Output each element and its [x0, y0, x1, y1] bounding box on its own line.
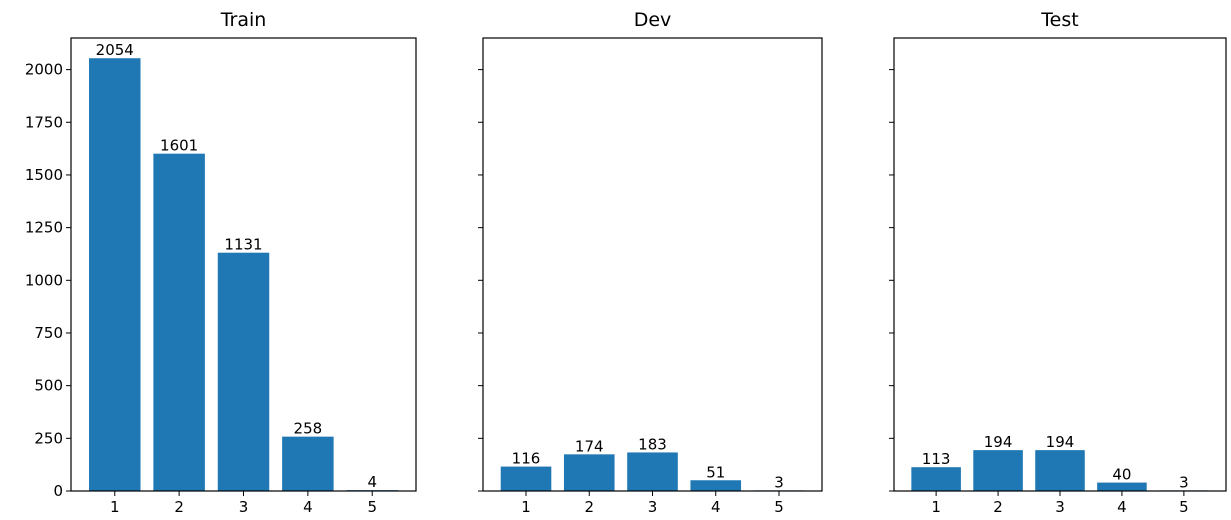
x-tick-label: 2 — [174, 498, 184, 516]
bar — [217, 252, 270, 491]
y-tick-label: 1750 — [25, 113, 63, 131]
bar — [973, 450, 1023, 491]
x-tick-label: 5 — [774, 498, 784, 516]
x-tick-label: 5 — [367, 498, 377, 516]
bar-value-label: 194 — [984, 433, 1013, 451]
y-tick-label: 1000 — [25, 271, 63, 289]
y-tick-label: 0 — [53, 482, 63, 500]
y-tick-label: 1250 — [25, 219, 63, 237]
bar — [911, 467, 961, 491]
panel-title-2: Test — [1040, 9, 1078, 31]
x-tick-label: 3 — [239, 498, 249, 516]
bar-value-label: 40 — [1112, 466, 1131, 484]
bar-value-label: 258 — [294, 420, 323, 438]
bar-value-label: 113 — [922, 450, 951, 468]
bar — [89, 58, 141, 491]
x-tick-label: 5 — [1179, 498, 1189, 516]
axes-frame — [482, 37, 823, 492]
x-tick-label: 2 — [993, 498, 1003, 516]
x-tick-label: 4 — [1117, 498, 1127, 516]
x-tick-label: 3 — [1055, 498, 1065, 516]
axes-frame — [893, 37, 1227, 492]
bar — [282, 436, 334, 491]
x-tick-label: 2 — [584, 498, 594, 516]
x-tick-label: 4 — [711, 498, 721, 516]
bar-value-label: 1601 — [160, 137, 198, 155]
y-tick-label: 250 — [34, 429, 63, 447]
panel-title-0: Train — [220, 9, 267, 31]
panel-title-1: Dev — [634, 9, 672, 31]
y-tick-label: 750 — [34, 324, 63, 342]
bar-value-label: 183 — [638, 435, 667, 453]
bar-value-label: 3 — [774, 473, 784, 491]
bar-value-label: 4 — [367, 473, 377, 491]
y-tick-label: 2000 — [25, 61, 63, 79]
bar-value-label: 174 — [575, 437, 604, 455]
x-tick-label: 1 — [110, 498, 120, 516]
bar — [1035, 450, 1085, 491]
x-tick-label: 3 — [648, 498, 658, 516]
axes-frame — [70, 37, 417, 492]
bar — [153, 153, 205, 491]
y-tick-label: 500 — [34, 377, 63, 395]
bar-value-label: 51 — [706, 463, 725, 481]
x-tick-label: 4 — [303, 498, 313, 516]
bar — [1097, 482, 1147, 491]
bar-value-label: 3 — [1179, 473, 1189, 491]
y-tick-label: 1500 — [25, 166, 63, 184]
x-tick-label: 1 — [521, 498, 531, 516]
x-tick-label: 1 — [931, 498, 941, 516]
bar-value-label: 194 — [1046, 433, 1075, 451]
bar-value-label: 1131 — [224, 236, 262, 254]
bar — [563, 454, 615, 491]
bar — [690, 480, 742, 491]
bar — [500, 466, 552, 491]
bar-value-label: 116 — [512, 450, 541, 468]
bar — [627, 452, 678, 491]
bar-value-label: 2054 — [96, 41, 134, 59]
